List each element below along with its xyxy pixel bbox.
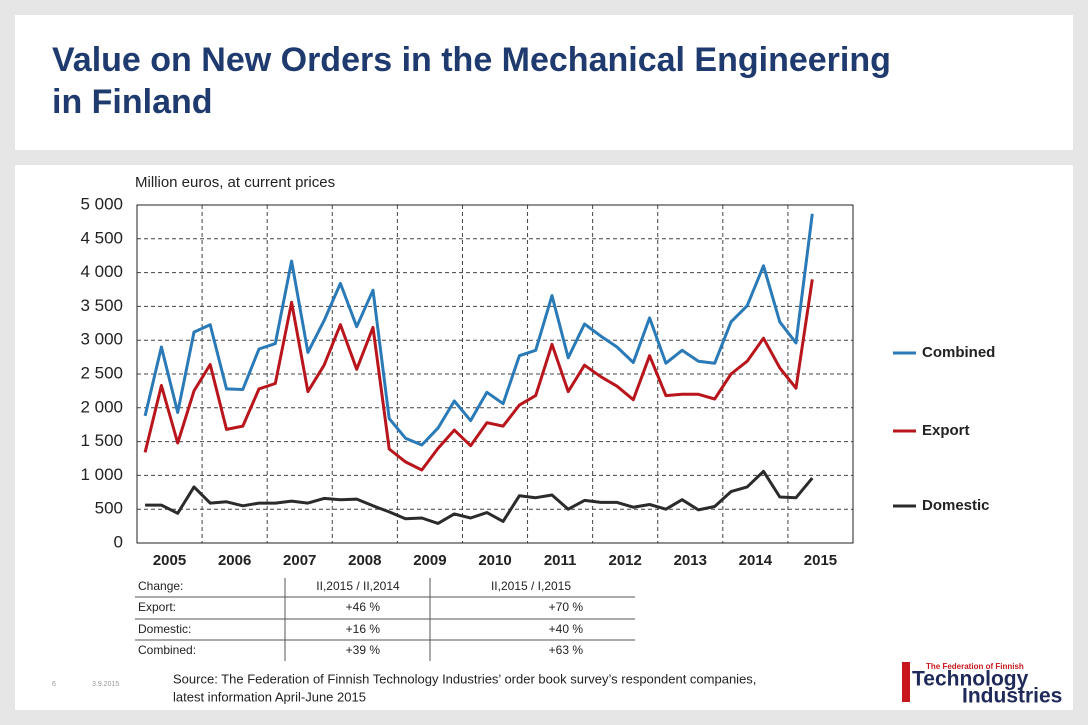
title-panel <box>15 15 1073 150</box>
logo-text: Industries <box>962 685 1062 708</box>
title: in Finland <box>52 83 213 121</box>
x-tick-label: 2009 <box>413 552 446 569</box>
legend-label: Export <box>922 422 970 439</box>
legend-label: Combined <box>922 344 995 361</box>
table-header: Change: <box>138 579 183 593</box>
y-tick-label: 1 500 <box>80 431 123 450</box>
chart: 0 500 1 000 1 500 2 000 2 500 3 000 3 500 4 000 4… <box>80 194 995 568</box>
change-table: Change: II,2015 / II,2014 II,2015 / I,2015… <box>135 578 635 661</box>
table-cell: Combined: <box>138 643 196 657</box>
table-cell: Domestic: <box>138 622 191 636</box>
x-tick-label: 2008 <box>348 552 381 569</box>
x-tick-label: 2007 <box>283 552 316 569</box>
table-cell: +46 % <box>346 600 381 614</box>
x-tick-label: 2014 <box>739 552 773 569</box>
series-line <box>145 469 814 525</box>
table-cell: +16 % <box>346 622 381 636</box>
table-header: II,2015 / II,2014 <box>316 579 400 593</box>
series-line <box>143 213 814 447</box>
x-tick-label: 2006 <box>218 552 251 569</box>
logo-bar <box>902 662 910 702</box>
series-line <box>143 279 814 472</box>
table-cell: +70 % <box>549 600 584 614</box>
x-tick-label: 2015 <box>804 552 837 569</box>
legend-label: Domestic <box>922 497 990 514</box>
y-tick-label: 3 500 <box>80 296 123 315</box>
y-tick-label: 0 <box>114 532 123 551</box>
source: latest information April-June 2015 <box>173 689 366 704</box>
y-tick-label: 1 000 <box>80 465 123 484</box>
table-cell: Export: <box>138 600 176 614</box>
y-tick-label: 2 000 <box>80 397 123 416</box>
y-tick-label: 500 <box>95 499 123 518</box>
y-tick-label: 4 500 <box>80 228 123 247</box>
plot-border <box>136 204 854 544</box>
x-tick-label: 2013 <box>674 552 707 569</box>
table-header: II,2015 / I,2015 <box>491 579 571 593</box>
date: 3.9.2015 <box>92 681 119 688</box>
table-cell: +63 % <box>549 643 584 657</box>
page-number: 6 <box>52 681 56 688</box>
y-axis-label: Million euros, at current prices <box>135 174 335 191</box>
title: Value on New Orders in the Mechanical En… <box>52 41 891 79</box>
table-cell: +39 % <box>346 643 381 657</box>
table-cell: +40 % <box>549 622 584 636</box>
x-tick-label: 2005 <box>153 552 186 569</box>
y-tick-label: 4 000 <box>80 262 123 281</box>
x-tick-label: 2010 <box>478 552 511 569</box>
logo-text: The Federation of Finnish <box>926 662 1024 671</box>
y-tick-label: 2 500 <box>80 363 123 382</box>
source: Source: The Federation of Finnish Techno… <box>173 671 756 686</box>
y-tick-label: 5 000 <box>80 194 123 213</box>
logo-text: Technology <box>912 668 1029 691</box>
y-tick-label: 3 000 <box>80 330 123 349</box>
x-tick-label: 2011 <box>544 552 577 569</box>
x-tick-label: 2012 <box>608 552 641 569</box>
